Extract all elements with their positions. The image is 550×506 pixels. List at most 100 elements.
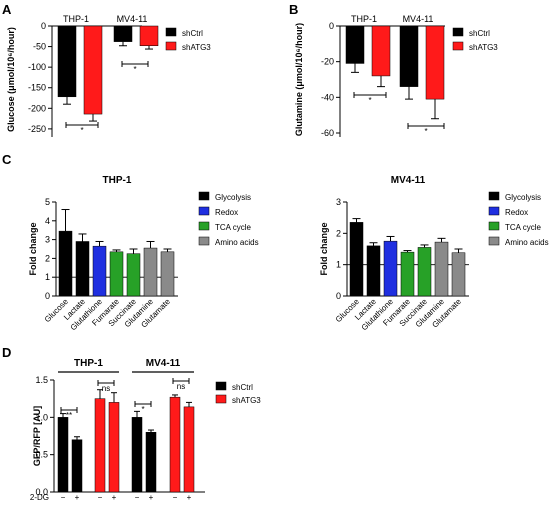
panel-label-d: D — [2, 345, 11, 360]
group-label: MV4-11 — [117, 14, 148, 24]
y-axis-label: Fold change — [28, 222, 38, 275]
group-label: MV4-11 — [403, 14, 434, 24]
legend-swatch — [488, 191, 500, 201]
legend-swatch — [452, 41, 464, 51]
legend-swatch — [215, 381, 227, 391]
bar — [83, 25, 103, 115]
legend-label: Redox — [215, 208, 238, 217]
significance-label: * — [141, 405, 144, 414]
y-tick-label: -100 — [28, 62, 46, 72]
y-axis-label: Glucose (μmol/10⁶/hour) — [6, 27, 16, 132]
bar — [183, 406, 195, 493]
y-tick-label: 1.0 — [35, 412, 48, 422]
significance-label: * — [80, 126, 83, 135]
legend-label: Amino acids — [215, 238, 259, 247]
bar — [399, 25, 419, 87]
x-tick-label: + — [75, 493, 80, 502]
bar — [57, 25, 77, 98]
y-axis-label: Fold change — [319, 222, 329, 275]
y-tick-label: 2 — [336, 228, 341, 238]
bar — [417, 247, 432, 297]
y-tick-label: -20 — [321, 57, 334, 67]
significance-label: * — [133, 65, 136, 74]
y-tick-label: -200 — [28, 103, 46, 113]
y-tick-label: -150 — [28, 83, 46, 93]
bar — [169, 396, 181, 493]
y-tick-label: 3 — [336, 197, 341, 207]
legend-swatch — [452, 27, 464, 37]
bar — [139, 25, 159, 47]
legend-label: Glycolysis — [215, 193, 251, 202]
x-axis-label: 2-DG — [30, 493, 49, 502]
bar — [71, 439, 83, 493]
group-label: THP-1 — [351, 14, 377, 24]
x-tick-label: + — [149, 493, 154, 502]
legend-swatch — [198, 191, 210, 201]
group-label: THP-1 — [74, 358, 103, 369]
x-tick-label: − — [135, 493, 140, 502]
significance-label: * — [424, 127, 427, 136]
legend-swatch — [198, 236, 210, 246]
y-tick-label: 0 — [336, 291, 341, 301]
legend-label: Glycolysis — [505, 193, 541, 202]
group-label: MV4-11 — [146, 358, 181, 369]
y-axis-label: Glutamine (μmol/10⁶/hour) — [294, 23, 304, 136]
legend-label: shCtrl — [232, 383, 253, 392]
significance-label: ns — [102, 384, 110, 393]
y-tick-label: 0.0 — [35, 487, 48, 497]
y-tick-label: -50 — [33, 42, 46, 52]
significance-label: ns — [177, 382, 185, 391]
legend-label: TCA cycle — [505, 223, 542, 232]
y-tick-label: 0.5 — [35, 450, 48, 460]
bar — [57, 417, 69, 493]
legend-swatch — [488, 206, 500, 216]
legend-label: Amino acids — [505, 238, 549, 247]
x-tick-label: − — [98, 493, 103, 502]
y-tick-label: 1.5 — [35, 375, 48, 385]
bar — [92, 245, 107, 297]
panel-label-b: B — [289, 2, 298, 17]
chart-title: THP-1 — [103, 175, 132, 186]
legend-swatch — [165, 41, 177, 51]
chart-title: MV4-11 — [391, 175, 426, 186]
bar — [109, 251, 124, 297]
x-tick-label: + — [187, 493, 192, 502]
x-tick-label: − — [61, 493, 66, 502]
y-axis-label: GFP/RFP [AU] — [32, 406, 42, 466]
y-tick-label: 0 — [329, 21, 334, 31]
bar — [366, 245, 381, 297]
bar — [75, 241, 90, 297]
bar — [451, 252, 466, 297]
panel-label-c: C — [2, 152, 12, 167]
legend-swatch — [198, 221, 210, 231]
bar — [58, 230, 73, 297]
y-tick-label: -250 — [28, 124, 46, 134]
y-tick-label: 2 — [45, 253, 50, 263]
y-tick-label: 1 — [45, 272, 50, 282]
y-tick-label: -60 — [321, 128, 334, 138]
significance-label: * — [368, 96, 371, 105]
y-tick-label: 0 — [41, 21, 46, 31]
group-label: THP-1 — [63, 14, 89, 24]
legend-swatch — [488, 236, 500, 246]
bar — [94, 398, 106, 493]
legend-swatch — [165, 27, 177, 37]
legend-swatch — [215, 394, 227, 404]
bar — [400, 251, 415, 297]
bar — [143, 247, 158, 297]
bar — [425, 25, 445, 100]
y-tick-label: 4 — [45, 216, 50, 226]
bar — [349, 222, 364, 297]
legend-swatch — [488, 221, 500, 231]
legend-swatch — [198, 206, 210, 216]
bar — [160, 251, 175, 297]
bar — [345, 25, 365, 64]
legend-label: shCtrl — [469, 29, 490, 38]
y-tick-label: -40 — [321, 92, 334, 102]
panel-label-a: A — [2, 2, 12, 17]
bar — [113, 25, 133, 42]
bar — [126, 253, 141, 297]
bar — [383, 240, 398, 297]
bar — [371, 25, 391, 77]
